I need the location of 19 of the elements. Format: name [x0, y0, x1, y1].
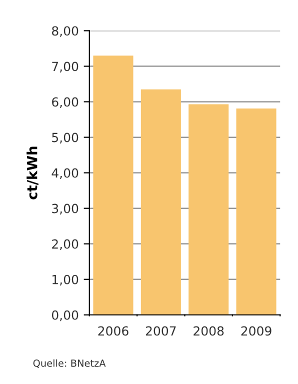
bar [236, 108, 276, 315]
bar [140, 89, 181, 315]
x-tick-label: 2006 [98, 326, 128, 336]
bar [188, 104, 229, 315]
x-tick-label: 2007 [146, 326, 176, 336]
y-tick-label: 7,00 [52, 62, 78, 72]
y-tick-label: 1,00 [52, 274, 78, 286]
y-tick-label: 6,00 [52, 97, 78, 108]
y-axis-title: ct/kWh [26, 146, 38, 200]
source-note: Quelle: BNetzA [33, 359, 106, 368]
y-tick-label: 5,00 [52, 132, 78, 144]
y-tick-label: 2,00 [52, 239, 78, 250]
x-tick-label: 2009 [241, 326, 272, 336]
y-tick-label: 3,00 [52, 204, 78, 215]
y-tick-label: 8,00 [52, 26, 78, 37]
x-tick-label: 2008 [194, 326, 224, 336]
bar [93, 56, 134, 315]
y-tick-label: 4,00 [52, 168, 78, 179]
y-tick-label: 0,00 [52, 310, 78, 322]
